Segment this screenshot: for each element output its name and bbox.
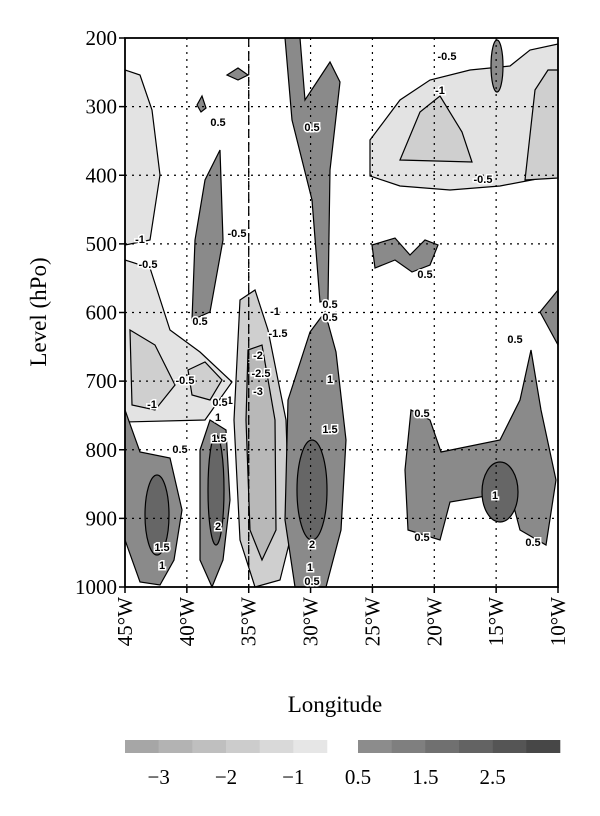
contour-label: 0.5 <box>525 537 540 549</box>
x-tick-label: 35°W <box>237 597 261 646</box>
contour-label: -0.5 <box>228 228 247 240</box>
colorbar-tick-label: 1.5 <box>412 765 438 789</box>
colorbar-swatch <box>226 740 260 753</box>
contour-label: -1 <box>270 306 280 318</box>
contour-label: 0.5 <box>212 397 227 409</box>
y-tick-label: 400 <box>86 163 118 187</box>
colorbar-tick-label: 0.5 <box>345 765 371 789</box>
x-tick-label: 20°W <box>422 597 446 646</box>
y-tick-label: 800 <box>86 438 118 462</box>
colorbar-tick-label: −2 <box>215 765 237 789</box>
contour-core <box>296 439 328 541</box>
contour-region <box>124 69 161 246</box>
contour-label: 0.5 <box>210 117 225 129</box>
colorbar-swatch <box>259 740 294 753</box>
plot-frame <box>124 37 559 588</box>
contour-region <box>187 361 223 401</box>
contour-label: -2.5 <box>252 368 271 380</box>
colorbar-swatch <box>125 740 159 753</box>
contour-region <box>539 288 559 346</box>
colorbar-swatch <box>526 740 561 753</box>
y-tick-label: 1000 <box>75 575 117 599</box>
x-tick-label: 25°W <box>360 597 384 646</box>
contour-label: 2 <box>215 521 221 533</box>
y-axis-label: Level (hPo) <box>26 257 51 366</box>
contour-label: 0.5 <box>304 576 319 588</box>
contour-label: -0.5 <box>176 375 195 387</box>
colorbar-tick-label: 2.5 <box>480 765 506 789</box>
contour-label: 1 <box>492 490 498 502</box>
contour-label: 2 <box>309 539 315 551</box>
contour-label: 0.5 <box>414 408 429 420</box>
colorbar-swatch <box>391 740 426 753</box>
contour-label: -3 <box>253 386 263 398</box>
contour-label: -1.5 <box>269 328 288 340</box>
contour-region <box>399 95 473 163</box>
colorbar-swatch <box>358 740 392 753</box>
y-tick-label: 700 <box>86 369 118 393</box>
contour-label: 1.5 <box>154 542 169 554</box>
contour-label: 0.5 <box>507 334 522 346</box>
contour-label: 1 <box>327 374 333 386</box>
contour-label: -1 <box>223 395 233 407</box>
colorbar-tick-label: −3 <box>147 765 169 789</box>
contour-label: 1 <box>307 562 313 574</box>
contour-label: 0.5 <box>322 299 337 311</box>
contour-label: -2 <box>253 350 263 362</box>
colorbar-swatch <box>158 740 193 753</box>
contour-label: -0.5 <box>438 51 457 63</box>
x-tick-label: 15°W <box>484 597 508 646</box>
contour-region <box>371 237 439 273</box>
colorbar-swatch <box>492 740 527 753</box>
contour-label: -0.5 <box>139 259 158 271</box>
contour-label: 1 <box>159 560 165 572</box>
y-tick-label: 900 <box>86 506 118 530</box>
x-tick-label: 40°W <box>175 597 199 646</box>
contour-label: 1.5 <box>322 424 337 436</box>
colorbar-swatch <box>293 740 328 753</box>
contour-label: -0.5 <box>474 174 493 186</box>
x-tick-label: 30°W <box>299 597 323 646</box>
contour-label: 0.5 <box>417 269 432 281</box>
contour-label: 1.5 <box>211 433 226 445</box>
x-tick-label: 10°W <box>546 597 570 646</box>
contour-label: 0.5 <box>322 312 337 324</box>
x-tick-label: 45°W <box>113 597 137 646</box>
contour-label: -1 <box>147 399 157 411</box>
contour-region <box>225 67 250 81</box>
colorbar-swatch <box>425 740 460 753</box>
contour-label: -1 <box>435 85 445 97</box>
contour-label: 0.5 <box>192 316 207 328</box>
contour-region <box>129 328 176 411</box>
contour-region <box>490 39 504 93</box>
contour-core <box>144 474 170 556</box>
contour-label: 1 <box>215 412 221 424</box>
contour-region <box>284 37 341 303</box>
x-axis-label: Longitude <box>288 692 383 717</box>
colorbar-swatch <box>192 740 227 753</box>
contour-region <box>196 94 207 113</box>
y-tick-label: 300 <box>86 95 118 119</box>
colorbar-tick-label: −1 <box>282 765 304 789</box>
contour-region <box>245 344 277 562</box>
contour-label: 0.5 <box>414 532 429 544</box>
y-tick-label: 500 <box>86 232 118 256</box>
contour-region <box>524 69 559 181</box>
contour-label: 0.5 <box>304 122 319 134</box>
contour-label: 0.5 <box>172 444 187 456</box>
contour-label: -1 <box>135 234 145 246</box>
y-tick-label: 600 <box>86 301 118 325</box>
contour-core <box>481 461 519 523</box>
contour-region <box>404 349 557 546</box>
y-tick-label: 200 <box>86 26 118 50</box>
contour-core <box>207 434 225 546</box>
colorbar-swatch <box>459 740 493 753</box>
